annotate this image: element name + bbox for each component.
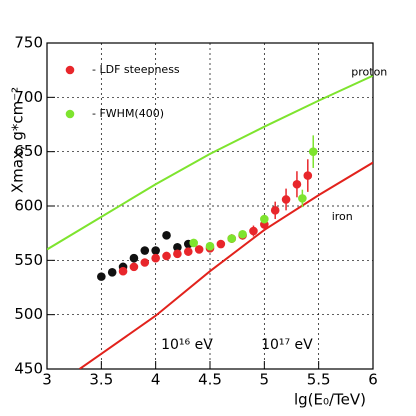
data-point	[151, 246, 160, 255]
curve	[47, 74, 373, 251]
y-axis-label: Xmax, g*cm⁻²	[9, 87, 27, 193]
data-point	[129, 253, 139, 263]
data-point	[308, 147, 318, 156]
curve	[79, 161, 373, 369]
y-tick-label: 700	[14, 88, 43, 106]
annotation: proton	[351, 65, 387, 78]
data-point	[303, 171, 313, 180]
y-tick-label: 750	[14, 34, 43, 52]
annotation: iron	[332, 210, 353, 223]
data-point	[97, 272, 106, 281]
annotation: 10¹⁷ eV	[261, 337, 313, 353]
data-point	[260, 214, 269, 224]
data-point	[140, 258, 150, 267]
data-point	[205, 241, 215, 251]
data-point	[298, 194, 307, 203]
data-point	[173, 242, 182, 252]
y-tick-label: 500	[14, 305, 43, 323]
data-point	[270, 206, 280, 215]
legend-label: - LDF steepness	[92, 63, 180, 76]
legend-marker	[65, 109, 75, 119]
x-tick-label: 3.5	[89, 371, 113, 389]
y-tick-label: 450	[14, 360, 43, 378]
data-point	[216, 239, 226, 249]
data-point	[249, 226, 258, 236]
legend-label: - FWHM(400)	[92, 107, 164, 120]
x-tick-label: 4.5	[198, 371, 222, 389]
data-point	[162, 251, 171, 261]
data-point	[281, 195, 291, 204]
data-point	[292, 179, 302, 189]
y-tick-label: 550	[14, 251, 43, 269]
data-point	[238, 229, 247, 239]
data-point	[107, 267, 117, 277]
data-point	[189, 238, 198, 248]
y-tick-label: 600	[14, 197, 43, 215]
x-tick-label: 5	[260, 371, 270, 389]
data-point	[227, 234, 237, 243]
data-point	[118, 266, 128, 276]
data-point	[183, 247, 193, 256]
data-point	[140, 246, 150, 255]
plot-frame	[46, 42, 374, 370]
data-point	[162, 231, 171, 240]
x-tick-label: 6	[368, 371, 378, 389]
data-point	[173, 249, 182, 259]
y-tick-label: 650	[14, 142, 43, 160]
x-axis-label: lg(E₀/TeV)	[294, 391, 366, 409]
annotation: 10¹⁶ eV	[161, 337, 213, 353]
x-tick-label: 3	[42, 371, 52, 389]
data-point	[151, 253, 160, 263]
x-tick-label: 5.5	[307, 371, 331, 389]
x-tick-label: 4	[151, 371, 161, 389]
data-point	[129, 262, 139, 272]
legend-marker	[65, 65, 75, 75]
data-point	[194, 245, 204, 254]
